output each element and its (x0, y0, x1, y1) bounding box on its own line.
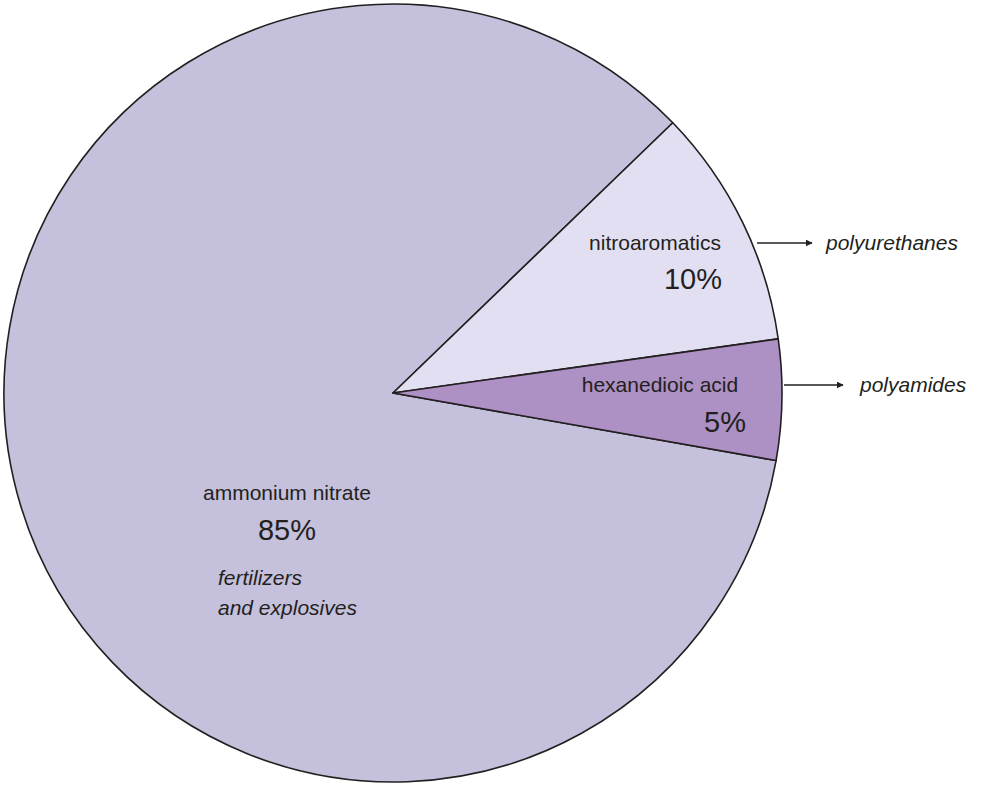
arrow (784, 384, 843, 386)
annotation: polyurethanes (825, 231, 958, 254)
annotation: fertilizers (218, 566, 303, 589)
category-label: hexanedioic acid (582, 373, 738, 396)
data-label: 10% (664, 263, 722, 295)
annotation: polyamides (859, 373, 967, 396)
pie (4, 4, 782, 782)
annotation: and explosives (218, 596, 357, 619)
data-label: 85% (258, 514, 316, 546)
category-label: ammonium nitrate (203, 481, 371, 504)
arrow (757, 242, 812, 244)
chart: ammonium nitrate 85% fertilizers and explos… (0, 0, 1000, 785)
data-label: 5% (704, 406, 746, 438)
category-label: nitroaromatics (589, 231, 721, 254)
slice (393, 339, 782, 461)
slice (4, 4, 776, 782)
labels: ammonium nitrate 85% fertilizers and explos… (203, 231, 967, 619)
